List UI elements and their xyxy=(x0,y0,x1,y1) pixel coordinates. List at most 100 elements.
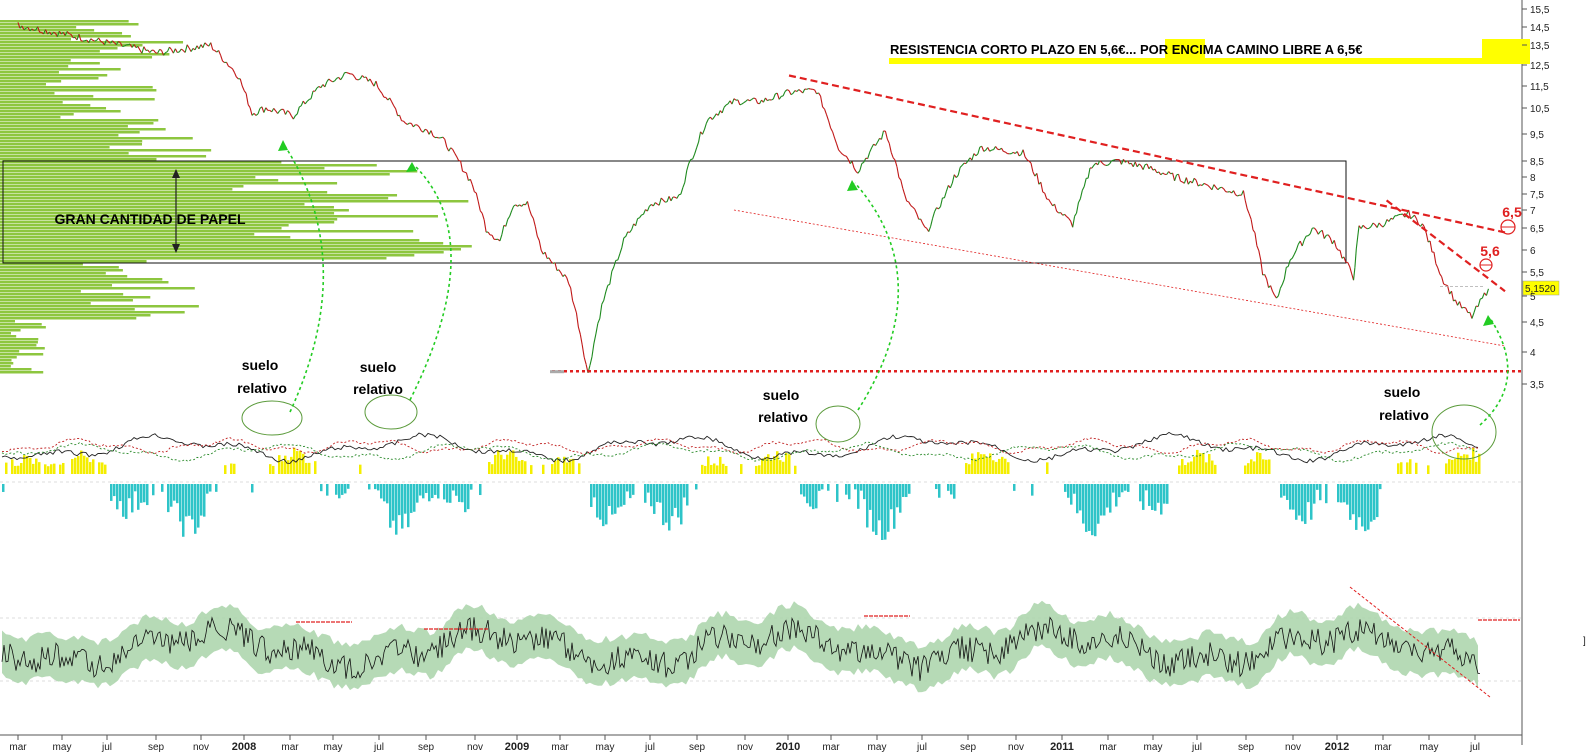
osc-negative-bar xyxy=(1100,484,1103,516)
price-segment xyxy=(184,44,188,53)
price-segment xyxy=(515,204,518,207)
price-segment xyxy=(292,115,296,120)
osc-negative-bar xyxy=(389,484,392,528)
price-segment xyxy=(1254,232,1258,246)
osc-negative-bar xyxy=(437,484,440,499)
y-tick-label: 11,5 xyxy=(1530,82,1549,93)
osc-main-line xyxy=(1,431,1479,464)
price-segment xyxy=(174,48,178,53)
osc-positive-bar xyxy=(494,454,497,474)
price-segment xyxy=(853,167,857,172)
price-segment xyxy=(1156,171,1160,174)
price-segment xyxy=(1433,252,1437,264)
price-segment xyxy=(698,131,702,143)
x-tick-label: 2008 xyxy=(232,741,256,753)
price-segment xyxy=(1260,260,1264,276)
osc-negative-bar xyxy=(626,484,629,492)
price-segment xyxy=(230,66,233,70)
y-tick-label: 3,5 xyxy=(1530,380,1544,391)
price-segment xyxy=(1185,177,1189,185)
price-segment xyxy=(1408,209,1412,219)
osc-positive-bar xyxy=(1268,459,1271,474)
price-segment xyxy=(1248,213,1252,220)
x-tick-label: 2012 xyxy=(1325,741,1349,753)
annotation-2-line1: suelo xyxy=(360,359,397,375)
profile-bar xyxy=(0,89,157,92)
profile-bar xyxy=(0,281,169,284)
price-segment xyxy=(1062,213,1065,216)
x-tick-label: nov xyxy=(737,742,753,753)
price-segment xyxy=(778,96,782,100)
price-segment xyxy=(133,44,137,48)
profile-bar xyxy=(0,107,107,110)
x-tick-label: jul xyxy=(373,742,384,753)
profile-bar xyxy=(0,95,94,98)
price-segment xyxy=(1056,210,1060,214)
osc-positive-bar xyxy=(59,464,62,474)
price-segment xyxy=(1193,177,1197,181)
price-segment xyxy=(1274,294,1277,299)
price-segment xyxy=(1244,200,1248,210)
support-start-mark xyxy=(550,370,564,374)
osc-positive-bar xyxy=(509,451,512,474)
y-tick-label: 5 xyxy=(1530,292,1536,303)
osc-positive-bar xyxy=(359,464,362,474)
osc-positive-bar xyxy=(716,465,719,474)
profile-bar xyxy=(0,158,157,161)
band-oscillator-panel: ] xyxy=(0,586,1586,698)
price-segment xyxy=(747,99,750,102)
price-segment xyxy=(432,135,436,138)
osc-negative-bar xyxy=(167,484,170,513)
profile-bar xyxy=(0,62,100,65)
osc-negative-bar xyxy=(341,484,344,495)
osc-positive-bar xyxy=(503,459,506,474)
price-segment xyxy=(1221,186,1225,190)
price-segment xyxy=(631,223,635,230)
osc-negative-bar xyxy=(1127,484,1130,492)
osc-positive-bar xyxy=(1469,459,1472,474)
osc-negative-bar xyxy=(662,484,665,526)
profile-bar xyxy=(0,197,389,200)
osc-positive-bar xyxy=(1244,465,1247,474)
osc-negative-bar xyxy=(902,484,905,497)
osc-negative-bar xyxy=(1076,484,1079,514)
x-tick-label: mar xyxy=(1099,742,1117,753)
price-segment xyxy=(128,43,131,46)
x-tick-label: 2011 xyxy=(1050,741,1074,753)
box-label: GRAN CANTIDAD DE PAPEL xyxy=(54,211,246,227)
arrow-2 xyxy=(409,164,452,401)
price-segment xyxy=(597,318,601,324)
price-segment xyxy=(477,201,481,211)
price-segment xyxy=(1256,245,1260,251)
osc-positive-bar xyxy=(785,452,788,474)
osc-negative-bar xyxy=(608,484,611,507)
profile-bar xyxy=(0,212,335,215)
osc-positive-bar xyxy=(1259,452,1262,474)
price-segment xyxy=(137,46,141,51)
price-segment xyxy=(832,131,836,139)
osc-positive-bar xyxy=(1478,453,1481,474)
price-segment xyxy=(1160,172,1164,176)
price-segment xyxy=(469,179,473,186)
price-segment xyxy=(1421,223,1425,228)
price-segment xyxy=(601,300,605,305)
x-axis-ticks: mar may jul sep nov 2008 mar may jul sep nov 2009 ma… xyxy=(9,735,1480,753)
price-segment xyxy=(446,147,450,152)
price-segment xyxy=(1390,217,1394,220)
osc-positive-bar xyxy=(47,466,50,474)
price-segment xyxy=(214,50,218,53)
osc-positive-bar xyxy=(707,456,710,474)
price-segment xyxy=(1276,295,1279,299)
profile-bar xyxy=(0,122,154,125)
price-segment xyxy=(641,213,644,216)
profile-bar xyxy=(0,173,390,176)
price-segment xyxy=(834,137,838,144)
price-segment xyxy=(1223,188,1227,193)
osc-negative-bar xyxy=(890,484,893,510)
price-segment xyxy=(153,50,157,54)
profile-bar xyxy=(0,35,131,38)
price-segment xyxy=(1463,306,1466,309)
price-segment xyxy=(1183,177,1187,184)
osc-negative-bar xyxy=(671,484,674,517)
price-segment xyxy=(550,261,554,264)
